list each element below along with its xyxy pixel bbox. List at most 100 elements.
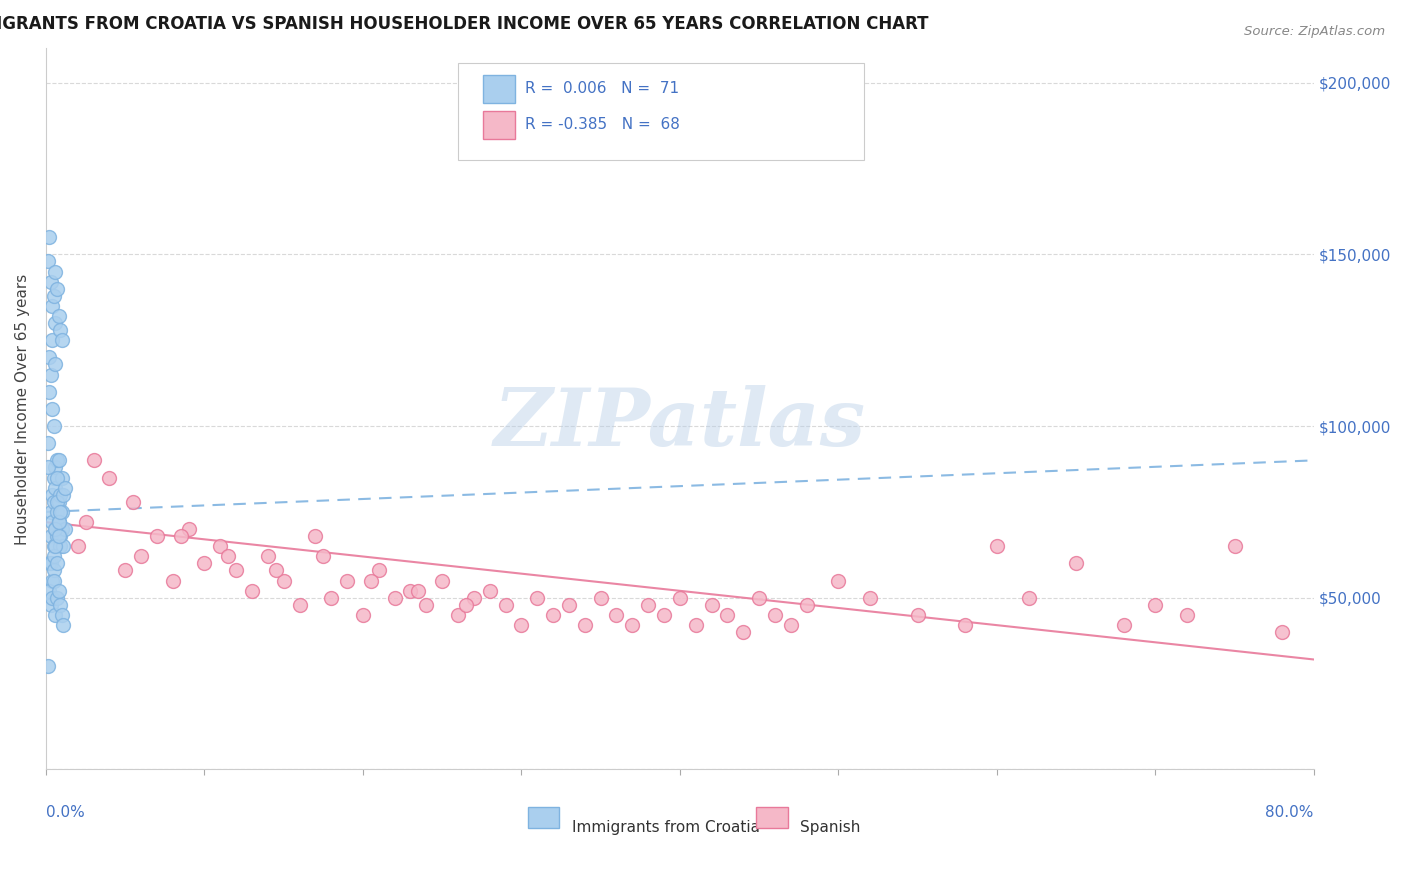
Point [38,384,60,399]
Point [510,618,533,632]
Point [38,230,60,244]
Point [146,529,169,543]
Point [114,563,136,577]
Point [39,275,62,289]
Point [454,598,477,612]
Point [447,607,470,622]
Point [733,625,755,640]
Point [495,598,517,612]
Point [38,351,60,365]
Point [312,549,335,564]
Point [41,488,63,502]
Point [44,460,66,475]
Point [66,539,89,553]
Point [52,488,75,502]
Point [907,607,929,622]
Point [41,333,63,347]
Point [41,299,63,313]
Point [46,529,69,543]
Point [75,515,97,529]
Point [42,494,65,508]
Point [430,574,453,588]
Point [41,401,63,416]
Text: ZIPatlas: ZIPatlas [494,384,866,462]
Point [240,583,263,598]
Point [1112,618,1135,632]
Point [541,607,564,622]
Point [48,515,70,529]
Point [53,481,76,495]
Point [273,574,295,588]
Point [53,522,76,536]
Point [352,607,374,622]
Point [42,549,65,564]
Point [44,539,66,553]
Point [360,574,382,588]
Point [46,591,69,605]
Point [463,591,485,605]
Point [478,583,501,598]
Point [44,264,66,278]
Point [48,453,70,467]
Point [41,591,63,605]
Point [44,316,66,330]
Point [51,607,73,622]
Point [37,460,59,475]
Point [304,529,326,543]
Point [170,529,193,543]
Point [42,563,65,577]
Point [1064,557,1087,571]
Point [46,505,69,519]
Point [827,574,849,588]
Point [44,522,66,536]
Point [1018,591,1040,605]
Point [49,539,72,553]
Point [49,505,72,519]
Point [42,288,65,302]
Text: R =  0.006   N =  71: R = 0.006 N = 71 [526,81,679,96]
Point [408,583,430,598]
Point [162,574,184,588]
Point [49,323,72,337]
Point [48,583,70,598]
Point [700,598,723,612]
Point [38,583,60,598]
Point [38,557,60,571]
Point [44,607,66,622]
Point [763,607,786,622]
Point [716,607,738,622]
FancyBboxPatch shape [458,62,863,161]
Point [669,591,692,605]
Point [39,529,62,543]
Point [1271,625,1294,640]
Text: R = -0.385   N =  68: R = -0.385 N = 68 [526,118,681,132]
Point [953,618,976,632]
Text: Immigrants from Croatia: Immigrants from Croatia [572,820,761,835]
Point [48,494,70,508]
Point [193,557,215,571]
Point [48,309,70,323]
Point [39,505,62,519]
Text: IMMIGRANTS FROM CROATIA VS SPANISH HOUSEHOLDER INCOME OVER 65 YEARS CORRELATION : IMMIGRANTS FROM CROATIA VS SPANISH HOUSE… [0,15,929,33]
FancyBboxPatch shape [527,806,560,829]
Point [605,607,627,622]
Point [637,598,659,612]
Point [986,539,1008,553]
Point [652,607,675,622]
Point [225,563,247,577]
Point [46,557,69,571]
Point [42,470,65,484]
Point [1175,607,1198,622]
Point [321,591,343,605]
Point [41,574,63,588]
Point [51,470,73,484]
Point [399,583,422,598]
Point [46,282,69,296]
Point [209,539,232,553]
Point [83,453,105,467]
Point [52,539,75,553]
Point [39,557,62,571]
Text: Source: ZipAtlas.com: Source: ZipAtlas.com [1244,25,1385,38]
Point [217,549,239,564]
Point [42,539,65,553]
